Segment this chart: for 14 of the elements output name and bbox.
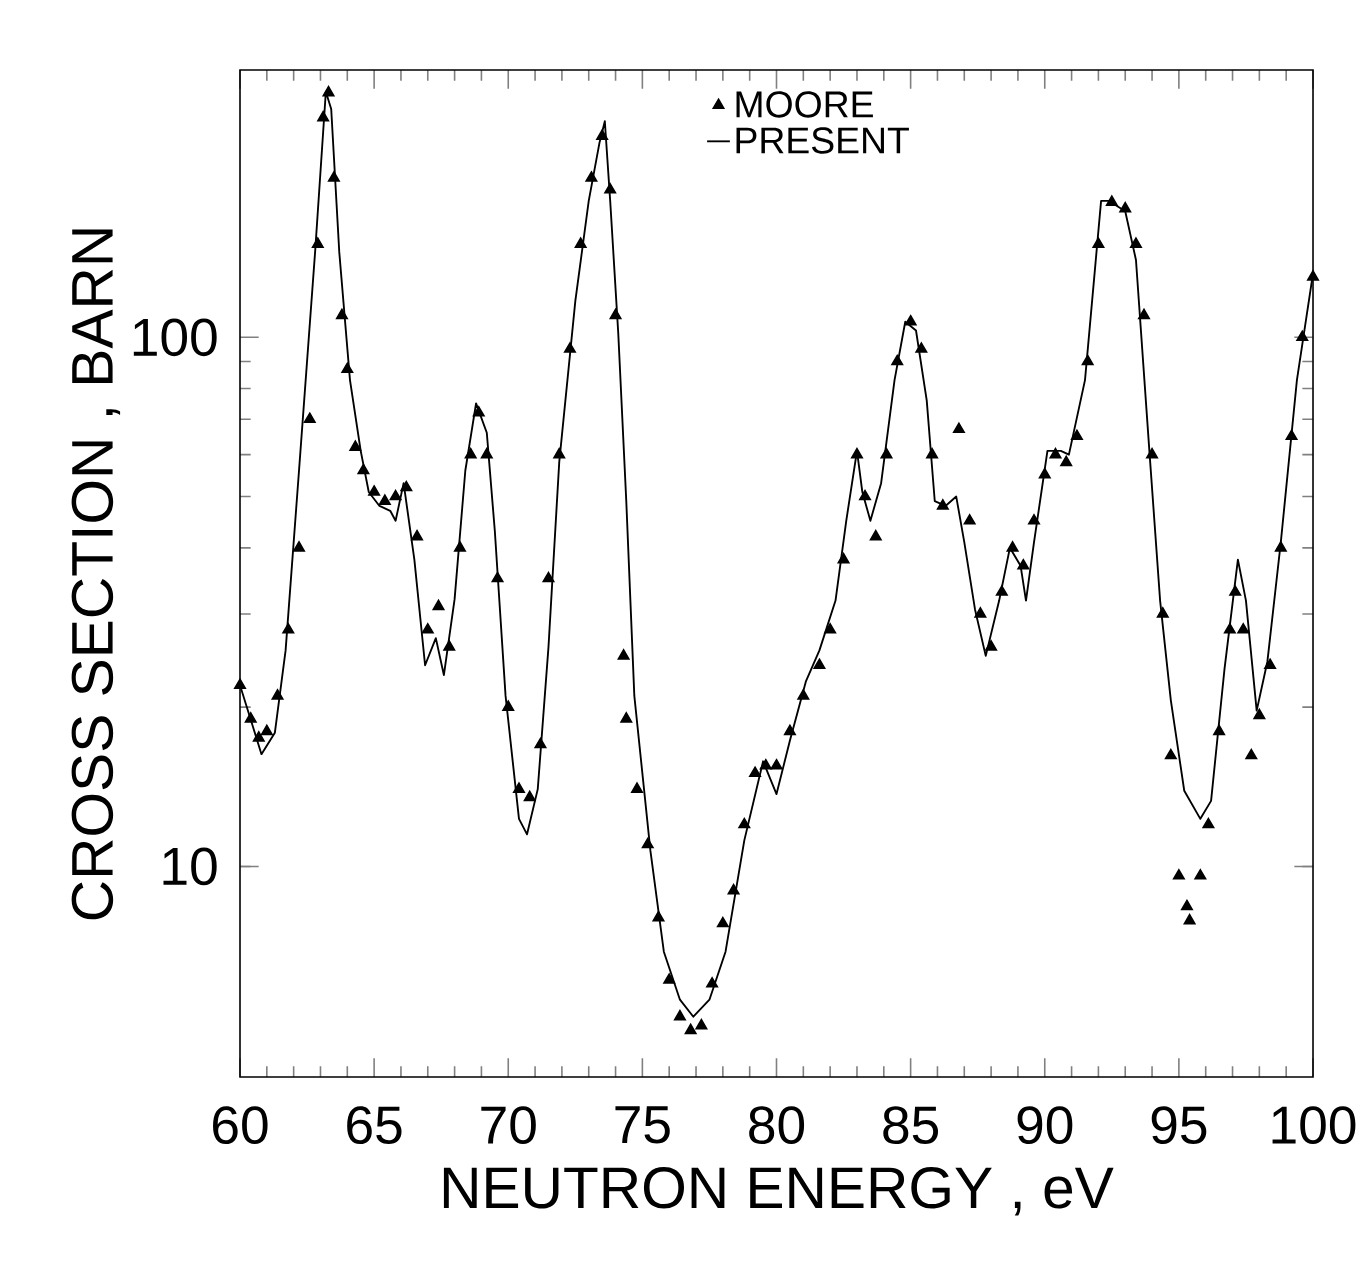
x-tick-label: 80 xyxy=(749,1106,805,1144)
x-tick-label: 70 xyxy=(481,1106,536,1144)
x-tick-label: 65 xyxy=(347,1106,402,1144)
x-tick-label: 100 xyxy=(1272,1106,1356,1144)
legend-label: PRESENT xyxy=(736,127,909,154)
x-axis-title: NEUTRON ENERGY , eV xyxy=(443,1167,1114,1216)
x-tick-label: 90 xyxy=(1017,1106,1073,1144)
x-tick-label: 95 xyxy=(1151,1106,1207,1144)
y-tick-label: 10 xyxy=(163,847,217,886)
legend-label: MOORE xyxy=(736,91,873,118)
x-tick-label: 60 xyxy=(213,1106,268,1144)
y-axis-title: CROSS SECTION , BARN xyxy=(71,229,121,920)
x-tick-label: 75 xyxy=(615,1106,670,1144)
x-tick-label: 85 xyxy=(883,1106,939,1144)
